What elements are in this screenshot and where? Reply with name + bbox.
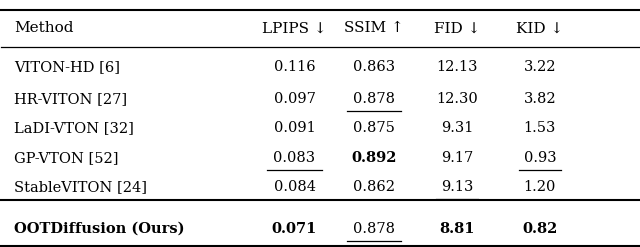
Text: 0.097: 0.097: [273, 92, 316, 106]
Text: 8.81: 8.81: [439, 222, 475, 236]
Text: LPIPS ↓: LPIPS ↓: [262, 21, 327, 35]
Text: 0.862: 0.862: [353, 180, 395, 194]
Text: 0.116: 0.116: [274, 60, 316, 74]
Text: SSIM ↑: SSIM ↑: [344, 21, 404, 35]
Text: KID ↓: KID ↓: [516, 21, 563, 35]
Text: 0.878: 0.878: [353, 92, 395, 106]
Text: LaDI-VTON [32]: LaDI-VTON [32]: [14, 121, 134, 135]
Text: FID ↓: FID ↓: [434, 21, 480, 35]
Text: 1.20: 1.20: [524, 180, 556, 194]
Text: HR-VITON [27]: HR-VITON [27]: [14, 92, 127, 106]
Text: 0.875: 0.875: [353, 121, 395, 135]
Text: 0.892: 0.892: [351, 151, 397, 165]
Text: 9.31: 9.31: [441, 121, 473, 135]
Text: VITON-HD [6]: VITON-HD [6]: [14, 60, 120, 74]
Text: Method: Method: [14, 21, 74, 35]
Text: 0.083: 0.083: [273, 151, 316, 165]
Text: StableVITON [24]: StableVITON [24]: [14, 180, 147, 194]
Text: 12.13: 12.13: [436, 60, 477, 74]
Text: 0.091: 0.091: [274, 121, 316, 135]
Text: OOTDiffusion (Ours): OOTDiffusion (Ours): [14, 222, 184, 236]
Text: 0.878: 0.878: [353, 222, 395, 236]
Text: 9.13: 9.13: [441, 180, 473, 194]
Text: 0.82: 0.82: [522, 222, 557, 236]
Text: 12.30: 12.30: [436, 92, 478, 106]
Text: 1.53: 1.53: [524, 121, 556, 135]
Text: 0.93: 0.93: [524, 151, 556, 165]
Text: 0.084: 0.084: [273, 180, 316, 194]
Text: 3.82: 3.82: [524, 92, 556, 106]
Text: 9.17: 9.17: [441, 151, 473, 165]
Text: GP-VTON [52]: GP-VTON [52]: [14, 151, 118, 165]
Text: 0.071: 0.071: [272, 222, 317, 236]
Text: 3.22: 3.22: [524, 60, 556, 74]
Text: 0.863: 0.863: [353, 60, 396, 74]
